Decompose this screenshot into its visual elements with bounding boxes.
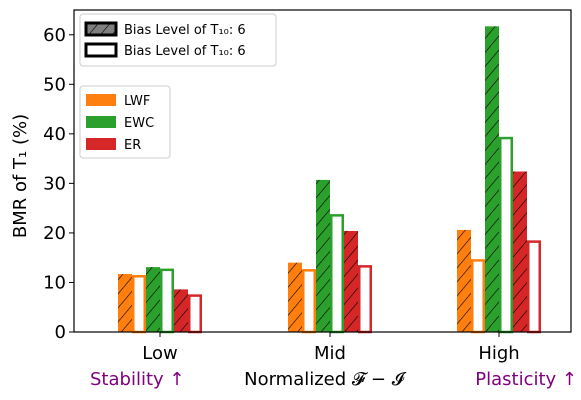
hatch-legend-label-filled: Bias Level of T₁₀: 6 <box>124 23 246 38</box>
y-tick-label: 60 <box>43 25 66 46</box>
bar-lwf-hatch-overlay-high <box>457 229 471 332</box>
method-legend-label-er: ER <box>124 138 141 153</box>
hatch-legend-frame <box>79 13 277 67</box>
bar-ewc-outlined-low <box>160 268 174 334</box>
x-tick-label-mid: Mid <box>314 343 346 364</box>
y-tick-label: 30 <box>43 173 66 194</box>
method-legend-swatch-er <box>86 138 116 150</box>
y-ticks-group: 0 10 20 30 40 50 60 <box>43 25 74 343</box>
bar-ewc-outlined-high <box>499 136 513 334</box>
y-tick-label: 50 <box>43 74 66 95</box>
x-ticks-group: Low Mid High <box>142 332 520 364</box>
bar-ewc-hatch-overlay-high <box>485 26 499 333</box>
x-axis-label: Normalized 𝓕 − 𝓘 <box>244 369 407 390</box>
bar-lwf-hatch-overlay-mid <box>288 262 302 332</box>
bar-lwf-hatch-overlay-low <box>118 274 132 332</box>
plasticity-annotation: Plasticity ↑ <box>475 369 577 390</box>
y-tick-label: 10 <box>43 272 66 293</box>
bar-er-hatch-overlay-high <box>513 171 527 332</box>
method-legend-label-ewc: EWC <box>124 116 154 131</box>
bar-er-hatch-overlay-low <box>174 289 188 332</box>
plot-frame <box>73 9 572 333</box>
bar-ewc-hatch-overlay-low <box>146 267 160 332</box>
y-tick-label: 0 <box>55 322 66 343</box>
y-axis-label: BMR of T₁ (%) <box>10 114 31 238</box>
method-legend: LWF EWC ER <box>79 85 171 159</box>
method-legend-swatch-ewc <box>86 116 116 128</box>
hatch-legend-swatch-outlined <box>84 42 118 58</box>
bar-er-hatch-overlay-mid <box>344 230 358 332</box>
bars-group <box>118 26 541 334</box>
bar-lwf-outlined-mid <box>302 269 316 334</box>
method-legend-swatch-lwf <box>86 94 116 106</box>
stability-annotation: Stability ↑ <box>90 369 184 390</box>
x-tick-label-high: High <box>478 343 519 364</box>
bar-er-outlined-high <box>527 240 541 334</box>
hatch-legend-swatch-filled-hatch <box>86 23 116 35</box>
x-tick-label-low: Low <box>142 343 177 364</box>
bar-lwf-outlined-low <box>132 275 146 334</box>
bar-ewc-outlined-mid <box>330 214 344 334</box>
hatch-legend: Bias Level of T₁₀: 6 Bias Level of T₁₀: … <box>79 13 277 67</box>
bar-er-outlined-low <box>188 294 202 334</box>
bar-ewc-hatch-overlay-mid <box>316 179 330 332</box>
bar-er-outlined-mid <box>358 265 372 334</box>
hatch-legend-label-outlined: Bias Level of T₁₀: 6 <box>124 44 246 59</box>
method-legend-label-lwf: LWF <box>124 94 150 109</box>
y-tick-label: 20 <box>43 223 66 244</box>
bar-lwf-outlined-high <box>471 259 485 334</box>
y-tick-label: 40 <box>43 124 66 145</box>
